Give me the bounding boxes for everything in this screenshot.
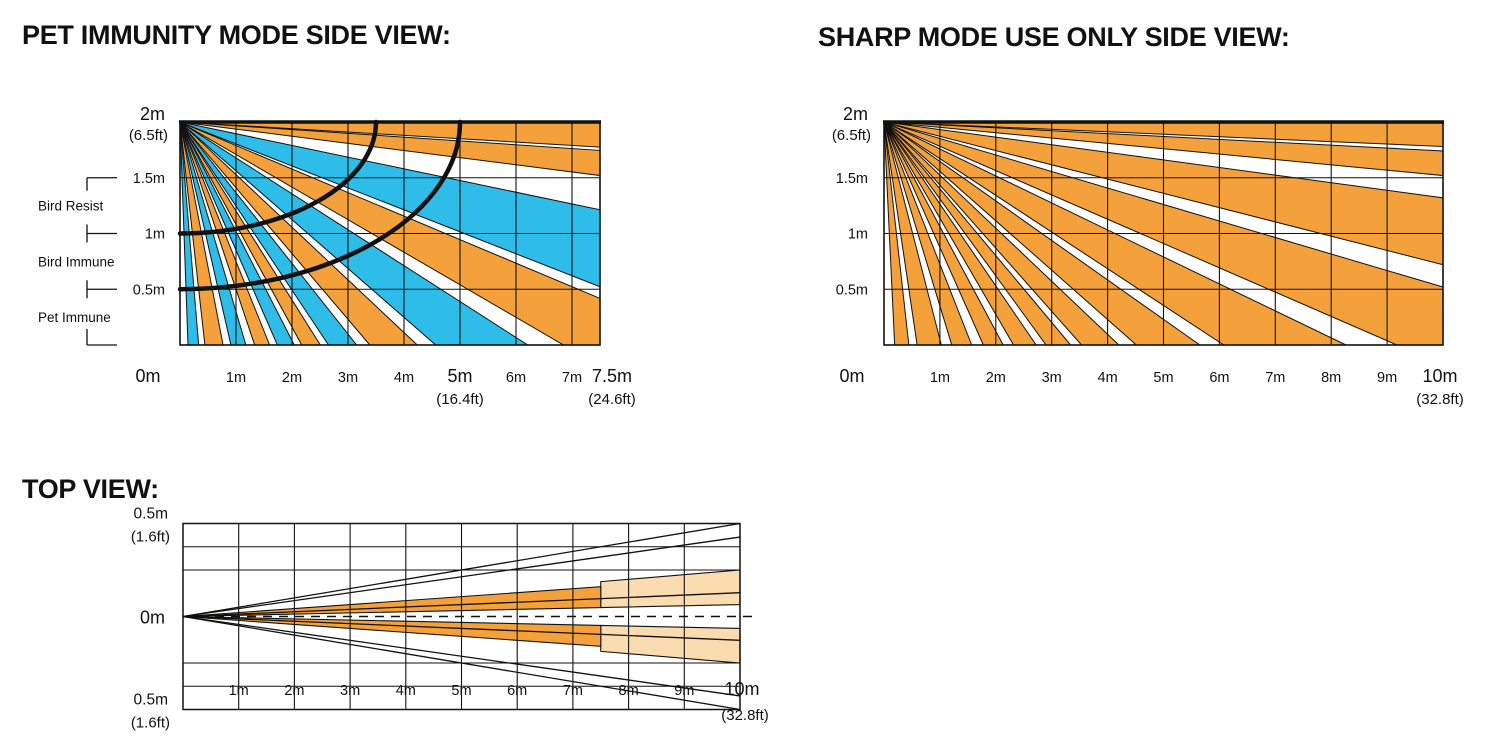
y-axis-label: 2m (140, 104, 165, 124)
beam-mid-line (182, 536, 741, 618)
beam-wedge (182, 615, 602, 647)
x-axis-sublabel: (24.6ft) (588, 391, 636, 408)
x-axis-label: 0m (839, 366, 864, 386)
x-axis-label: 3m (1042, 370, 1062, 386)
x-axis-label: 10m (724, 679, 759, 699)
x-axis-label: 6m (507, 683, 527, 699)
x-axis-label: 5m (451, 683, 471, 699)
x-axis-label: 5m (447, 366, 472, 386)
beam-mid-line (182, 615, 741, 697)
y-axis-sublabel: (1.6ft) (131, 715, 170, 732)
x-axis-label: 0m (135, 366, 160, 386)
y-axis-label: 1m (145, 227, 165, 243)
x-axis-label: 7.5m (592, 366, 632, 386)
y-axis-label: 0.5m (133, 282, 165, 298)
x-axis-label: 4m (396, 683, 416, 699)
y-axis-sublabel: (6.5ft) (129, 127, 168, 144)
x-axis-label: 7m (563, 683, 583, 699)
x-axis-label: 4m (394, 370, 414, 386)
y-axis-label: 0.5m (134, 692, 168, 709)
y-axis-label: 1.5m (836, 171, 868, 187)
zone-label: Bird Resist (38, 199, 104, 214)
y-axis-sublabel: (1.6ft) (131, 529, 170, 546)
beam-outer-line (182, 615, 741, 711)
range-arc (177, 119, 463, 292)
x-axis-label: 9m (674, 683, 694, 699)
beam-inner-line (182, 615, 741, 641)
x-axis-label: 3m (340, 683, 360, 699)
beam-far-zone (600, 569, 741, 609)
y-axis-label: 0.5m (134, 506, 168, 523)
x-axis-label: 5m (1153, 370, 1173, 386)
x-axis-label: 1m (226, 370, 246, 386)
x-axis-label: 8m (619, 683, 639, 699)
x-axis-label: 6m (1209, 370, 1229, 386)
zone-label: Bird Immune (38, 254, 115, 269)
x-axis-label: 4m (1098, 370, 1118, 386)
x-axis-label: 6m (506, 370, 526, 386)
zone-label: Pet Immune (38, 310, 111, 325)
beam-far-zone (600, 624, 741, 664)
x-axis-sublabel: (16.4ft) (436, 391, 484, 408)
y-axis-sublabel: (6.5ft) (832, 127, 871, 144)
x-axis-label: 3m (338, 370, 358, 386)
y-axis-label: 2m (843, 104, 868, 124)
x-axis-label: 10m (1422, 366, 1457, 386)
x-axis-label: 1m (930, 370, 950, 386)
x-axis-sublabel: (32.8ft) (721, 707, 769, 724)
x-axis-label: 8m (1321, 370, 1341, 386)
y-axis-label: 1.5m (133, 171, 165, 187)
x-axis-label: 2m (282, 370, 302, 386)
x-axis-sublabel: (32.8ft) (1416, 391, 1464, 408)
beam-outer-line (182, 522, 741, 618)
x-axis-label: 2m (284, 683, 304, 699)
top-view-title: TOP VIEW: (22, 474, 159, 504)
y-axis-label: 0.5m (836, 282, 868, 298)
y-axis-label: 0m (140, 608, 165, 628)
sharp-mode-title: SHARP MODE USE ONLY SIDE VIEW: (818, 22, 1290, 52)
beam-inner-line (182, 592, 741, 618)
x-axis-label: 1m (229, 683, 249, 699)
x-axis-label: 2m (986, 370, 1006, 386)
x-axis-label: 7m (562, 370, 582, 386)
pet-mode-title: PET IMMUNITY MODE SIDE VIEW: (22, 20, 451, 50)
range-arc (177, 119, 379, 236)
x-axis-label: 7m (1265, 370, 1285, 386)
x-axis-label: 9m (1377, 370, 1397, 386)
beam-wedge (182, 586, 602, 618)
y-axis-label: 1m (848, 227, 868, 243)
